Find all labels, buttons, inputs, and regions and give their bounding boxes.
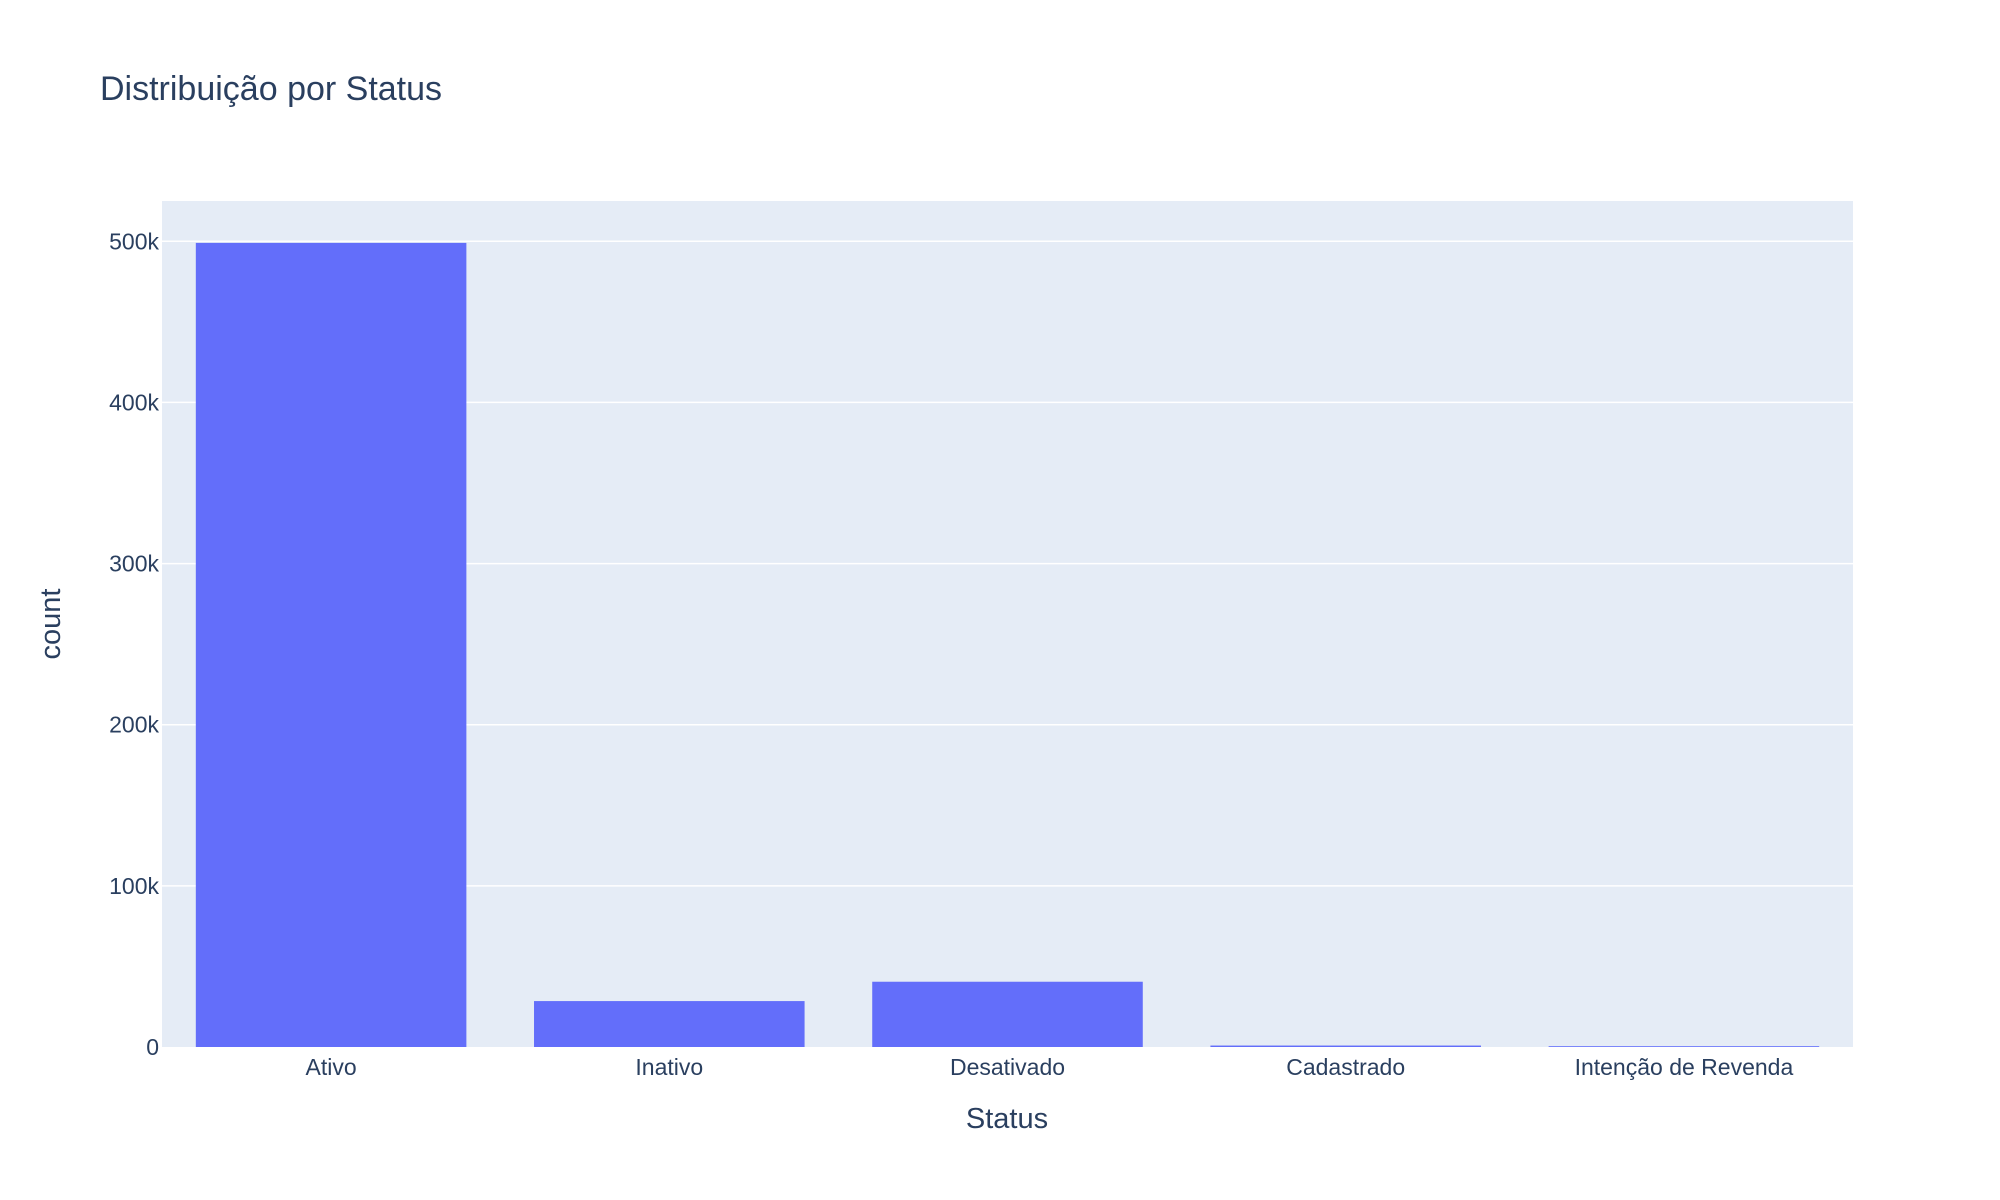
y-tick-label: 300k [109, 551, 159, 577]
x-axis-title: Status [966, 1103, 1048, 1135]
chart-title: Distribuição por Status [100, 70, 442, 108]
y-tick-label: 100k [109, 873, 159, 899]
bar-inativo [534, 1001, 805, 1047]
y-axis-title: count [35, 589, 67, 660]
y-tick-labels: 0 100k 200k 300k 400k 500k [109, 228, 159, 1060]
bar-inten-o-de-revenda [1548, 1046, 1820, 1047]
y-tick-label: 0 [146, 1034, 159, 1060]
y-tick-label: 400k [109, 389, 159, 415]
x-tick-label: Ativo [306, 1054, 357, 1080]
bar-cadastrado [1210, 1045, 1481, 1047]
bar-ativo [195, 242, 467, 1047]
x-tick-label: Intenção de Revenda [1575, 1054, 1794, 1080]
x-tick-label: Desativado [950, 1054, 1065, 1080]
y-tick-label: 200k [109, 712, 159, 738]
x-tick-label: Cadastrado [1286, 1054, 1405, 1080]
bars [195, 242, 1820, 1047]
x-tick-label: Inativo [635, 1054, 703, 1080]
x-tick-labels: Ativo Inativo Desativado Cadastrado Intenção… [306, 1054, 1794, 1080]
bar-desativado [872, 981, 1143, 1047]
y-tick-label: 500k [109, 228, 159, 254]
